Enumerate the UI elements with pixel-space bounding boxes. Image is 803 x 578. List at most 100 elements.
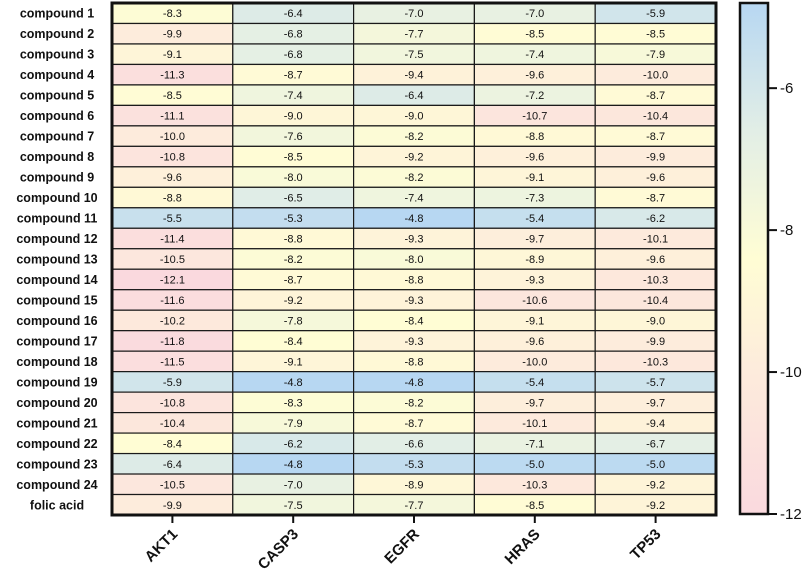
cell-value-label: -8.2 bbox=[405, 172, 424, 184]
row-label: compound 12 bbox=[16, 232, 97, 246]
cell-value-label: -10.8 bbox=[160, 152, 185, 164]
cell-value-label: -8.5 bbox=[525, 29, 544, 41]
row-labels: compound 1 compound 2 compound 3 compound 4… bbox=[16, 7, 97, 513]
cell-value-label: -4.8 bbox=[284, 459, 303, 471]
cell-value-label: -10.4 bbox=[643, 295, 668, 307]
cell-value-label: -8.9 bbox=[405, 479, 424, 491]
cell-value-label: -9.3 bbox=[405, 295, 424, 307]
cell-value-label: -8.9 bbox=[525, 254, 544, 266]
cell-value-label: -11.3 bbox=[160, 70, 184, 82]
cell-value-label: -8.8 bbox=[525, 131, 544, 143]
cell-value-label: -8.7 bbox=[646, 193, 665, 205]
cell-value-label: -10.2 bbox=[160, 315, 185, 327]
row-label: compound 5 bbox=[20, 89, 94, 103]
cell-value-label: -5.0 bbox=[525, 459, 544, 471]
column-label: EGFR bbox=[381, 526, 423, 568]
cell-value-label: -7.0 bbox=[405, 8, 424, 20]
cell-value-label: -7.2 bbox=[525, 90, 544, 102]
cell-value-label: -5.4 bbox=[525, 377, 544, 389]
cell-value-label: -9.9 bbox=[646, 336, 665, 348]
cell-value-label: -8.2 bbox=[405, 397, 424, 409]
cell-value-label: -9.0 bbox=[646, 315, 665, 327]
cell-value-label: -9.6 bbox=[525, 152, 544, 164]
row-label: compound 9 bbox=[20, 171, 94, 185]
heatmap-cells: -8.3 -6.4 -7.0 -7.0 -5.9 -9.9 -6.8 -7.7 -8.5 -8.5… bbox=[110, 1, 718, 517]
cell-value-label: -9.2 bbox=[284, 295, 303, 307]
cell-value-label: -9.6 bbox=[646, 254, 665, 266]
cell-value-label: -8.8 bbox=[284, 234, 303, 246]
cell-value-label: -8.2 bbox=[284, 254, 303, 266]
cell-value-label: -10.5 bbox=[160, 479, 185, 491]
colorbar-tick-label: -8 bbox=[780, 222, 793, 239]
row-label: compound 20 bbox=[16, 396, 97, 410]
cell-value-label: -9.0 bbox=[405, 111, 424, 123]
cell-value-label: -9.1 bbox=[525, 172, 544, 184]
cell-value-label: -9.9 bbox=[646, 152, 665, 164]
column-label: TP53 bbox=[627, 526, 664, 563]
column-labels: AKT1 CASP3 EGFR HRAS TP53 bbox=[142, 515, 664, 573]
cell-value-label: -6.7 bbox=[646, 438, 665, 450]
cell-value-label: -7.4 bbox=[405, 193, 424, 205]
cell-value-label: -6.6 bbox=[405, 438, 424, 450]
cell-value-label: -9.3 bbox=[405, 336, 424, 348]
row-label: compound 17 bbox=[16, 334, 97, 348]
cell-value-label: -10.3 bbox=[643, 356, 668, 368]
cell-value-label: -6.4 bbox=[163, 459, 182, 471]
cell-value-label: -7.4 bbox=[284, 90, 303, 102]
colorbar-tick-label: -12 bbox=[780, 506, 802, 523]
cell-value-label: -12.1 bbox=[160, 274, 185, 286]
cell-value-label: -10.0 bbox=[160, 131, 185, 143]
cell-value-label: -8.8 bbox=[405, 274, 424, 286]
cell-value-label: -4.8 bbox=[405, 213, 424, 225]
row-label: compound 22 bbox=[16, 437, 97, 451]
cell-value-label: -8.7 bbox=[646, 131, 665, 143]
row-label: compound 8 bbox=[20, 150, 94, 164]
cell-value-label: -11.1 bbox=[160, 111, 184, 123]
cell-value-label: -5.4 bbox=[525, 213, 544, 225]
row-label: compound 2 bbox=[20, 27, 94, 41]
row-label: compound 1 bbox=[20, 7, 94, 21]
cell-value-label: -9.6 bbox=[646, 172, 665, 184]
colorbar-tick-label: -10 bbox=[780, 364, 802, 381]
cell-value-label: -9.3 bbox=[405, 234, 424, 246]
cell-value-label: -9.9 bbox=[163, 29, 182, 41]
cell-value-label: -5.9 bbox=[163, 377, 182, 389]
cell-value-label: -9.7 bbox=[525, 234, 544, 246]
row-label: compound 19 bbox=[16, 375, 97, 389]
row-label: compound 11 bbox=[17, 212, 98, 226]
cell-value-label: -8.3 bbox=[284, 397, 303, 409]
cell-value-label: -9.2 bbox=[646, 479, 665, 491]
cell-value-label: -9.0 bbox=[284, 111, 303, 123]
row-label: compound 13 bbox=[16, 253, 97, 267]
cell-value-label: -9.6 bbox=[525, 336, 544, 348]
cell-value-label: -7.7 bbox=[405, 500, 424, 512]
row-label: compound 18 bbox=[16, 355, 97, 369]
row-label: compound 23 bbox=[16, 457, 97, 471]
cell-value-label: -9.1 bbox=[525, 315, 544, 327]
cell-value-label: -7.0 bbox=[284, 479, 303, 491]
row-label: compound 24 bbox=[16, 478, 97, 492]
cell-value-label: -8.7 bbox=[646, 90, 665, 102]
cell-value-label: -7.8 bbox=[284, 315, 303, 327]
cell-value-label: -10.1 bbox=[522, 418, 547, 430]
cell-value-label: -8.5 bbox=[525, 500, 544, 512]
cell-value-label: -8.4 bbox=[405, 315, 424, 327]
cell-value-label: -7.6 bbox=[284, 131, 303, 143]
cell-value-label: -8.0 bbox=[284, 172, 303, 184]
cell-value-label: -10.6 bbox=[522, 295, 547, 307]
cell-value-label: -5.9 bbox=[646, 8, 665, 20]
cell-value-label: -7.9 bbox=[284, 418, 303, 430]
row-label: compound 6 bbox=[20, 109, 94, 123]
cell-value-label: -5.7 bbox=[646, 377, 665, 389]
column-label: CASP3 bbox=[255, 526, 302, 573]
cell-value-label: -4.8 bbox=[284, 377, 303, 389]
colorbar-gradient bbox=[738, 1, 770, 516]
cell-value-label: -9.6 bbox=[525, 70, 544, 82]
cell-value-label: -8.2 bbox=[405, 131, 424, 143]
cell-value-label: -8.8 bbox=[405, 356, 424, 368]
cell-value-label: -10.8 bbox=[160, 397, 185, 409]
cell-value-label: -7.4 bbox=[525, 49, 544, 61]
cell-value-label: -9.4 bbox=[646, 418, 665, 430]
cell-value-label: -11.8 bbox=[160, 336, 184, 348]
cell-value-label: -9.3 bbox=[525, 274, 544, 286]
